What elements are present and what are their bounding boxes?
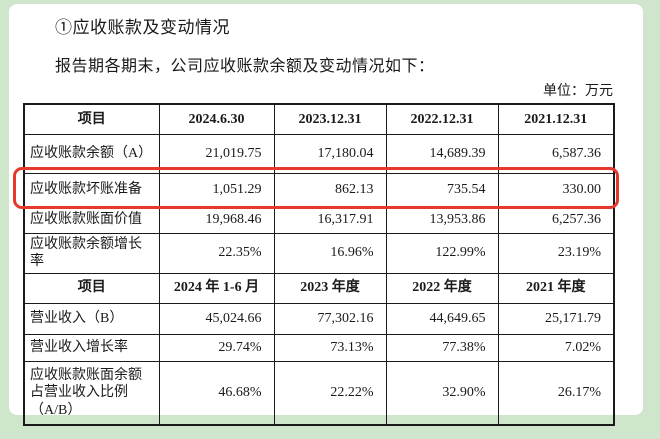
column-header: 2021 年度: [497, 272, 615, 304]
unit-label: 单位：万元: [543, 84, 613, 99]
table-row: 应收账款账面价值 19,968.46 16,317.91 13,953.86 6…: [23, 206, 615, 234]
cell-value: 77,302.16: [273, 302, 387, 335]
column-header: 2024.6.30: [158, 103, 275, 135]
row-label: 营业收入（B）: [23, 302, 160, 335]
row-label: 应收账款坏账准备: [23, 172, 160, 208]
column-header: 2023.12.31: [273, 103, 387, 135]
cell-value: 735.54: [385, 172, 499, 208]
table-row: 应收账款余额增长率 22.35% 16.96% 122.99% 23.19%: [23, 232, 615, 274]
cell-value: 17,180.04: [273, 133, 387, 174]
cell-value: 45,024.66: [158, 302, 275, 335]
document-page: ①应收账款及变动情况 报告期各期末，公司应收账款余额及变动情况如下： 单位：万元…: [9, 4, 643, 426]
table-row: 应收账款余额（A） 21,019.75 17,180.04 14,689.39 …: [23, 133, 615, 174]
column-header: 项目: [23, 272, 160, 304]
cell-value: 1,051.29: [158, 172, 275, 208]
cell-value: 32.90%: [385, 360, 499, 426]
cell-value: 6,257.36: [497, 206, 615, 234]
cell-value: 19,968.46: [158, 206, 275, 234]
row-label: 应收账款账面余额占营业收入比例（A/B）: [23, 360, 160, 426]
cell-value: 330.00: [497, 172, 615, 208]
row-label: 营业收入增长率: [23, 333, 160, 362]
column-header: 项目: [23, 103, 160, 135]
cell-value: 13,953.86: [385, 206, 499, 234]
column-header: 2021.12.31: [497, 103, 615, 135]
cell-value: 21,019.75: [158, 133, 275, 174]
cell-value: 16,317.91: [273, 206, 387, 234]
table-row-highlighted: 应收账款坏账准备 1,051.29 862.13 735.54 330.00: [23, 172, 615, 208]
receivables-table: 项目 2024.6.30 2023.12.31 2022.12.31 2021.…: [23, 103, 615, 426]
cell-value: 25,171.79: [497, 302, 615, 335]
table-row: 营业收入增长率 29.74% 73.13% 77.38% 7.02%: [23, 333, 615, 362]
table-row: 应收账款账面余额占营业收入比例（A/B） 46.68% 22.22% 32.90…: [23, 360, 615, 426]
cell-value: 29.74%: [158, 333, 275, 362]
cell-value: 862.13: [273, 172, 387, 208]
table-header-row-revenue: 项目 2024 年 1-6 月 2023 年度 2022 年度 2021 年度: [23, 272, 615, 304]
row-label: 应收账款账面价值: [23, 206, 160, 234]
cell-value: 44,649.65: [385, 302, 499, 335]
column-header: 2023 年度: [273, 272, 387, 304]
cell-value: 22.22%: [273, 360, 387, 426]
row-label: 应收账款余额（A）: [23, 133, 160, 174]
cell-value: 77.38%: [385, 333, 499, 362]
cell-value: 122.99%: [385, 232, 499, 274]
column-header: 2022 年度: [385, 272, 499, 304]
cell-value: 46.68%: [158, 360, 275, 426]
column-header: 2024 年 1-6 月: [158, 272, 275, 304]
table-row: 营业收入（B） 45,024.66 77,302.16 44,649.65 25…: [23, 302, 615, 335]
cell-value: 14,689.39: [385, 133, 499, 174]
row-label: 应收账款余额增长率: [23, 232, 160, 274]
cell-value: 26.17%: [497, 360, 615, 426]
cell-value: 7.02%: [497, 333, 615, 362]
cell-value: 6,587.36: [497, 133, 615, 174]
column-header: 2022.12.31: [385, 103, 499, 135]
section-title: ①应收账款及变动情况: [55, 18, 230, 37]
intro-text: 报告期各期末，公司应收账款余额及变动情况如下：: [55, 58, 435, 75]
cell-value: 23.19%: [497, 232, 615, 274]
table-header-row-balance: 项目 2024.6.30 2023.12.31 2022.12.31 2021.…: [23, 103, 615, 135]
cell-value: 16.96%: [273, 232, 387, 274]
cell-value: 73.13%: [273, 333, 387, 362]
cell-value: 22.35%: [158, 232, 275, 274]
